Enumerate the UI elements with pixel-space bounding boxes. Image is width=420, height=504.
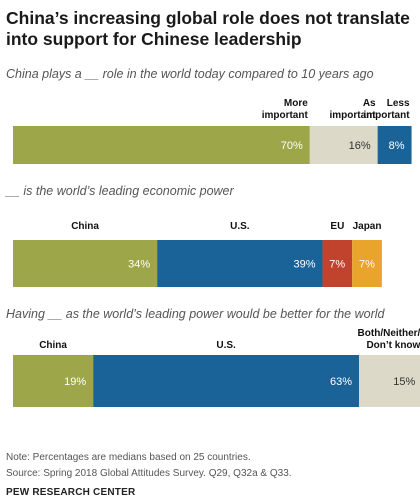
bar-2-3 (322, 240, 353, 287)
category-label-1-3: Less important (363, 98, 410, 121)
category-label-1-1: More important (262, 98, 309, 121)
bar-1-2 (309, 126, 378, 164)
chart-2-subtitle: __ is the world’s leading economic power (6, 184, 234, 198)
value-label-3-1: 19% (64, 376, 86, 388)
chart-3-bars: 19% China 63% U.S. 15% Both/Neither/Don’t kno… (13, 328, 420, 407)
org-name: PEW RESEARCH CENTER (6, 487, 136, 498)
chart-1-bars: 70% More important 16% As important 8% Less impo… (13, 98, 412, 164)
value-label-1-2: 16% (349, 140, 371, 152)
bar-2-2 (157, 240, 323, 287)
category-label-3-2: U.S. (216, 340, 236, 351)
category-label-3-3: Both/Neither/Don’t know (358, 328, 420, 351)
chart-source: Source: Spring 2018 Global Attitudes Sur… (6, 468, 292, 479)
chart-1-subtitle: China plays a __ role in the world today… (6, 67, 374, 81)
chart-3-subtitle: Having __ as the world’s leading power w… (6, 307, 385, 321)
chart-note: Note: Percentages are medians based on 2… (6, 452, 251, 463)
value-label-1-1: 70% (281, 140, 303, 152)
bar-3-3 (359, 355, 420, 407)
bar-1-1 (13, 126, 310, 164)
value-label-3-2: 63% (330, 376, 352, 388)
value-label-2-2: 39% (293, 259, 315, 271)
value-label-2-1: 34% (128, 259, 150, 271)
chart-title: China’s increasing global role does not … (6, 8, 410, 49)
category-label-3-1: China (39, 340, 67, 351)
category-label-1-2: As important (330, 98, 377, 121)
bar-1-3 (377, 126, 412, 164)
value-label-1-3: 8% (389, 140, 405, 152)
value-label-2-3: 7% (329, 259, 345, 271)
chart-2-bars: 34% China 39% U.S. 7% EU 7% Japan (13, 221, 382, 287)
category-label-2-2: U.S. (230, 221, 250, 232)
value-label-2-4: 7% (359, 259, 375, 271)
category-label-2-1: China (71, 221, 99, 232)
bar-2-1 (13, 240, 158, 287)
bar-2-4 (352, 240, 382, 287)
bar-3-1 (13, 355, 94, 407)
value-label-3-3: 15% (393, 376, 415, 388)
category-label-2-3: EU (330, 221, 344, 232)
bar-3-2 (93, 355, 360, 407)
category-label-2-4: Japan (353, 221, 382, 232)
